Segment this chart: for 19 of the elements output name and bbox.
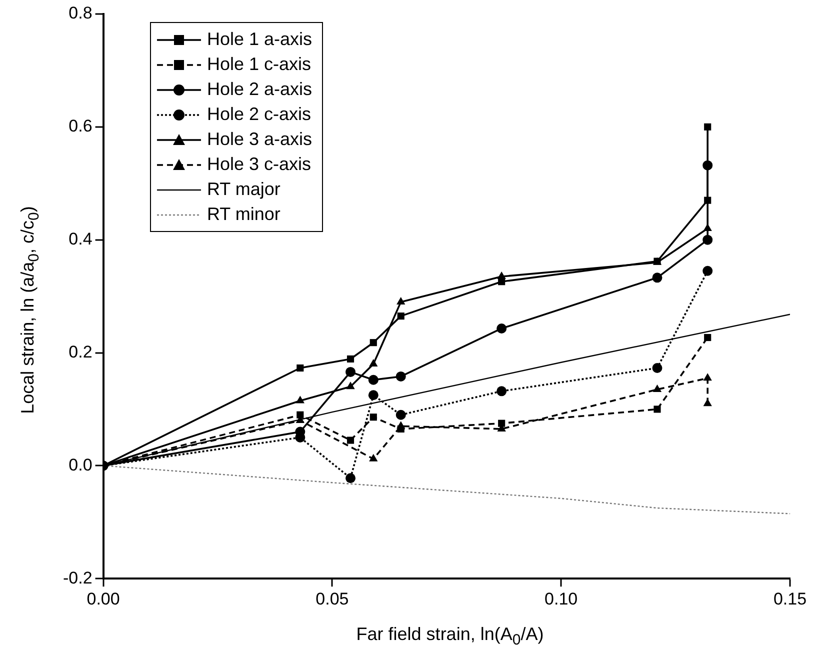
legend-label: Hole 3 c-axis: [207, 154, 312, 175]
x-axis-title: Far field strain, ln(A$_{0}$/A): [356, 624, 544, 649]
x-tick-label: 0.05: [316, 589, 349, 608]
x-tick-label: 0.15: [773, 589, 807, 608]
y-tick-label: -0.2: [62, 568, 92, 588]
y-tick-label: 0.8: [68, 4, 92, 23]
y-tick-label: 0.2: [68, 342, 92, 362]
y-tick-label: 0.0: [68, 455, 92, 474]
legend-label: Hole 1 a-axis: [207, 29, 312, 50]
legend-label: Hole 2 c-axis: [207, 104, 312, 125]
x-tick-label: 0.10: [544, 589, 578, 608]
legend-label: RT minor: [207, 204, 280, 225]
legend-label: Hole 1 c-axis: [207, 54, 312, 75]
legend-label: Hole 2 a-axis: [207, 79, 312, 100]
x-tick-label: 0.00: [86, 589, 120, 608]
legend-label: Hole 3 a-axis: [207, 129, 312, 150]
legend-label: RT major: [207, 179, 280, 200]
y-tick-label: 0.6: [68, 116, 92, 136]
y-tick-label: 0.4: [68, 230, 92, 249]
